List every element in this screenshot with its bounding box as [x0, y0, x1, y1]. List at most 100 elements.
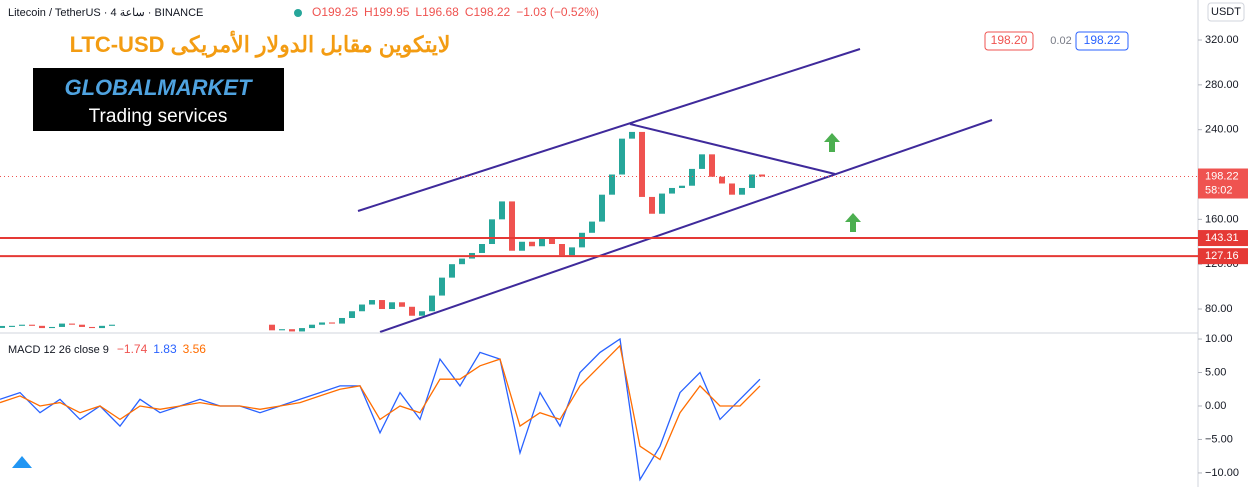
- candle: [649, 196, 655, 214]
- candle: [389, 302, 395, 310]
- candle: [629, 131, 635, 139]
- y-tick-label: 240.00: [1205, 124, 1239, 136]
- candle: [509, 201, 515, 251]
- y-tick-label: 320.00: [1205, 34, 1239, 46]
- tagline: Trading services: [89, 106, 228, 127]
- y-tick-label: 10.00: [1205, 333, 1233, 345]
- candle: [599, 194, 605, 222]
- candle: [59, 323, 65, 327]
- y-tick-label: 5.00: [1205, 366, 1226, 378]
- candle: [639, 131, 645, 197]
- ohlc-value: C198.22: [465, 5, 511, 19]
- channel-upper: [357, 48, 861, 212]
- triangle-top: [629, 123, 836, 175]
- candle: [459, 258, 465, 265]
- currency-box: [1207, 2, 1245, 22]
- level-label: 127.16: [1205, 250, 1239, 262]
- candle: [419, 311, 425, 316]
- candle: [679, 185, 685, 188]
- ohlc-value: H199.95: [364, 5, 410, 19]
- candle: [749, 174, 755, 188]
- currency: USDT: [1211, 6, 1241, 18]
- macd-reading: 3.56: [183, 342, 207, 356]
- candle: [9, 325, 15, 327]
- candle: [539, 238, 545, 247]
- candle: [529, 241, 535, 247]
- candle: [99, 325, 105, 329]
- candle: [479, 244, 485, 253]
- candle: [69, 323, 75, 325]
- candle: [579, 232, 585, 248]
- candle: [0, 325, 5, 328]
- y-tick-label: 0.00: [1205, 400, 1226, 412]
- level-box: [1198, 248, 1248, 265]
- candle: [319, 322, 325, 325]
- sell-price[interactable]: 198.20: [991, 33, 1028, 47]
- y-tick-label: 280.00: [1205, 79, 1239, 91]
- channel-lower: [379, 119, 993, 333]
- candle: [519, 241, 525, 251]
- candle: [709, 154, 715, 177]
- level-label: 143.31: [1205, 232, 1239, 244]
- macd-reading: 1.83: [153, 342, 177, 356]
- last-price-label: 198.22: [1205, 170, 1239, 182]
- candle: [379, 300, 385, 310]
- candle: [609, 174, 615, 195]
- candle: [29, 324, 35, 326]
- candle: [549, 238, 555, 245]
- up-arrow: [845, 213, 861, 232]
- y-tick-label: 160.00: [1205, 213, 1239, 225]
- candle: [279, 329, 285, 331]
- macd-line: [0, 337, 761, 482]
- up-arrow: [824, 133, 840, 152]
- y-tick-label: 80.00: [1205, 303, 1233, 315]
- drawings: [357, 48, 993, 333]
- candle: [759, 174, 765, 177]
- tv-logo: [12, 456, 32, 468]
- candle: [439, 277, 445, 296]
- ohlc: O199.25 H199.95 L196.68 C198.22 −1.03 (−0.52…: [312, 5, 599, 19]
- candle: [719, 176, 725, 184]
- level-box: [1198, 230, 1248, 247]
- logo-box: [33, 68, 284, 131]
- candle: [339, 317, 345, 324]
- candle: [359, 304, 365, 312]
- candle: [89, 326, 95, 329]
- arrows: [824, 133, 861, 232]
- macd-reading: −1.74: [117, 342, 148, 356]
- candle: [669, 187, 675, 194]
- candle: [289, 329, 295, 332]
- candle: [559, 244, 565, 256]
- candle: [589, 221, 595, 233]
- sell-box[interactable]: [984, 31, 1034, 51]
- candle: [409, 306, 415, 316]
- ohlc-value: L196.68: [415, 5, 459, 19]
- buy-box[interactable]: [1075, 31, 1129, 51]
- y-tick-label: −10.00: [1205, 467, 1239, 479]
- logo: GLOBALMARKET: [65, 75, 254, 100]
- buy-price[interactable]: 198.22: [1084, 33, 1121, 47]
- candle: [269, 324, 275, 331]
- macd-title: MACD 12 26 close 9: [8, 344, 109, 356]
- candle: [429, 295, 435, 312]
- candle: [349, 311, 355, 318]
- candle: [309, 324, 315, 329]
- candle: [699, 154, 705, 169]
- candle: [399, 302, 405, 307]
- candle: [659, 193, 665, 214]
- candle: [369, 300, 375, 305]
- symbol: Litecoin / TetherUS · 4 ساعة · BINANCE: [8, 7, 203, 19]
- candle: [329, 322, 335, 324]
- candle: [19, 324, 25, 326]
- macd-legend: MACD 12 26 close 9 −1.74 1.83 3.56: [8, 342, 206, 356]
- candle: [449, 264, 455, 278]
- candle: [109, 324, 115, 326]
- candle: [689, 168, 695, 186]
- candle: [739, 187, 745, 195]
- status-dot: [294, 9, 302, 17]
- y-tick-label: −5.00: [1205, 433, 1233, 445]
- countdown: 58:02: [1205, 184, 1233, 196]
- macd-line: [0, 344, 761, 461]
- candle: [79, 324, 85, 327]
